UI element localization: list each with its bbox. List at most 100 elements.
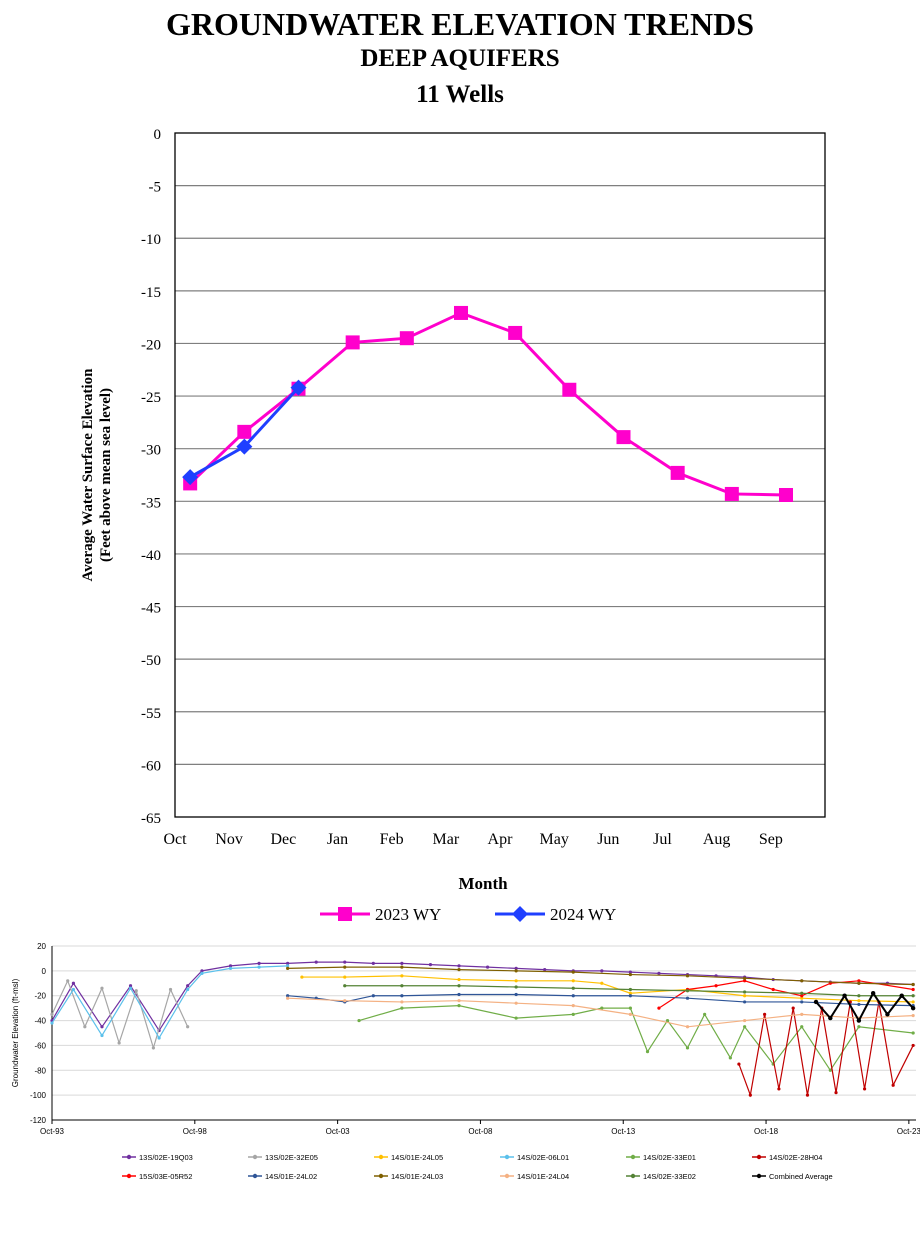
data-point (286, 961, 290, 966)
data-point (885, 1012, 890, 1017)
y-tick-label: 0 (42, 967, 47, 976)
data-point (134, 989, 138, 993)
data-point (71, 981, 76, 985)
x-tick-label: Oct-03 (326, 1127, 351, 1136)
x-tick-label: Dec (270, 831, 296, 848)
data-point (117, 1041, 121, 1045)
x-tick-label: Jun (597, 831, 619, 848)
y-tick-label: -5 (149, 180, 162, 196)
data-point (743, 994, 747, 998)
data-point (800, 994, 804, 998)
data-point (800, 991, 804, 995)
data-point (862, 1087, 867, 1091)
data-point (791, 1006, 795, 1010)
data-point (899, 993, 904, 998)
x-tick-label: Oct-98 (183, 1127, 208, 1136)
legend-label: Combined Average (769, 1172, 833, 1181)
data-point (743, 1000, 747, 1004)
data-point (714, 984, 718, 988)
data-point (743, 976, 747, 980)
data-point (400, 974, 404, 978)
y-axis-subtitle: (Feet above mean sea level) (98, 388, 114, 562)
data-point (100, 1033, 104, 1038)
data-point (645, 1050, 650, 1054)
x-tick-label: Oct-23 (897, 1127, 920, 1136)
x-tick-label: Oct-13 (611, 1127, 636, 1136)
data-point (457, 1004, 461, 1008)
series-line (51, 965, 288, 1040)
y-tick-label: -100 (30, 1091, 47, 1100)
data-point (66, 979, 70, 983)
data-point (357, 1018, 361, 1023)
data-point (777, 1087, 781, 1091)
data-point (857, 1025, 861, 1029)
data-point (800, 1012, 804, 1016)
x-tick-label: Oct-18 (754, 1127, 779, 1136)
x-tick-label: Feb (380, 831, 404, 848)
y-tick-label: -60 (34, 1041, 46, 1050)
data-point (870, 991, 876, 996)
legend-marker (378, 1173, 384, 1179)
data-point (685, 974, 690, 978)
data-point (457, 964, 461, 968)
y-tick-label: -20 (141, 337, 161, 353)
data-point (343, 960, 347, 964)
data-point (128, 984, 133, 988)
data-point (703, 1012, 707, 1016)
legend-marker (504, 1173, 510, 1179)
data-point (800, 996, 804, 1000)
x-tick-label: Oct (163, 831, 187, 848)
legend-marker (252, 1173, 258, 1179)
data-point (457, 992, 461, 997)
data-point (813, 999, 819, 1005)
x-tick-label: Nov (215, 831, 243, 848)
data-point (200, 971, 204, 975)
data-point (454, 305, 468, 320)
data-point (514, 966, 518, 970)
y-tick-label: -45 (141, 601, 161, 617)
data-point (514, 979, 518, 983)
data-point (71, 987, 76, 992)
data-point (314, 960, 318, 964)
data-point (400, 1006, 404, 1010)
data-point (508, 325, 523, 340)
data-point (857, 999, 861, 1003)
x-tick-label: Jul (653, 831, 672, 848)
data-point (428, 963, 433, 967)
data-point (743, 979, 747, 983)
legend-label: 13S/02E-19Q03 (139, 1153, 193, 1162)
x-tick-label: Jan (327, 831, 348, 848)
data-point (779, 487, 793, 502)
data-point (628, 970, 632, 974)
data-point (83, 1025, 87, 1029)
data-point (300, 975, 304, 979)
data-point (800, 1000, 804, 1004)
data-point (286, 964, 290, 968)
data-point (670, 465, 685, 480)
y-tick-label: -55 (141, 706, 161, 722)
data-point (857, 994, 861, 998)
y-tick-label: -40 (141, 548, 161, 564)
data-point (257, 961, 261, 966)
data-point (800, 979, 804, 983)
data-point (600, 969, 604, 973)
data-point (857, 981, 861, 985)
data-point (724, 486, 739, 501)
legend-marker (630, 1154, 636, 1160)
data-point (910, 1005, 916, 1011)
x-tick-label: Sep (759, 831, 783, 848)
data-point (257, 965, 261, 969)
data-point (343, 999, 347, 1003)
data-point (128, 986, 133, 990)
data-point (600, 1006, 604, 1010)
data-point (657, 1006, 661, 1010)
data-point (571, 994, 575, 998)
data-point (236, 438, 253, 455)
data-point (628, 1012, 632, 1016)
data-point (571, 986, 575, 990)
x-tick-label: Oct-08 (468, 1127, 493, 1136)
data-point (628, 991, 632, 995)
data-point (400, 984, 404, 988)
legend-marker (630, 1173, 636, 1179)
x-tick-label: Aug (703, 831, 731, 848)
